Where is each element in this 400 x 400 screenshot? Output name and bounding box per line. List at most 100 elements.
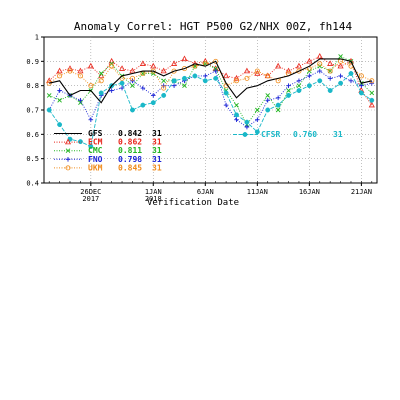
- data-point: [77, 73, 83, 79]
- data-point: [161, 78, 166, 84]
- x-tick-label: 11JAN: [247, 188, 268, 196]
- point-stroke: [182, 83, 187, 88]
- data-point: [234, 117, 239, 123]
- y-tick-label: 0.7: [26, 107, 39, 115]
- legend-name: GFS: [88, 129, 103, 138]
- point-stroke: [338, 54, 343, 59]
- data-point: [317, 61, 323, 67]
- x-tick-label: 16JAN: [299, 188, 320, 196]
- y-tick-label: 0.6: [26, 131, 39, 139]
- legend-name: CMC: [88, 146, 103, 155]
- data-point: [129, 75, 135, 81]
- data-point: [359, 83, 364, 88]
- y-tick-label: 0.9: [26, 58, 39, 66]
- data-point: [327, 68, 333, 74]
- data-point: [77, 139, 83, 145]
- point-stroke: [65, 148, 71, 154]
- data-point: [171, 78, 177, 84]
- data-point: [213, 75, 219, 81]
- series-line: [49, 58, 372, 104]
- data-point: [66, 65, 74, 71]
- data-point: [223, 72, 230, 79]
- x-tick-label: 21JAN: [351, 188, 372, 196]
- data-point: [317, 68, 323, 74]
- x-tick-label: 26DEC: [80, 188, 101, 196]
- legend-item-ukm: UKM 0.845 31: [54, 163, 162, 172]
- series-cfsr: [46, 71, 375, 149]
- point-stroke: [255, 107, 260, 113]
- data-point: [98, 71, 104, 76]
- data-point: [255, 107, 260, 113]
- legend-mean: 0.811: [118, 146, 142, 155]
- legend-mean: 0.845: [118, 163, 142, 172]
- data-point: [338, 80, 344, 86]
- data-point: [286, 83, 291, 88]
- data-point: [244, 75, 250, 81]
- data-point: [337, 62, 344, 69]
- data-point: [244, 119, 250, 125]
- data-point: [285, 67, 292, 74]
- data-point: [358, 90, 364, 96]
- data-point: [338, 73, 343, 79]
- series-ecm: [46, 53, 375, 108]
- data-point: [65, 157, 71, 162]
- data-point: [327, 88, 333, 93]
- data-point: [338, 54, 343, 59]
- data-point: [46, 93, 52, 98]
- data-point: [202, 73, 208, 79]
- data-point: [56, 67, 63, 74]
- data-point: [327, 60, 334, 66]
- data-point: [129, 67, 136, 74]
- legend-item-fno: FNO 0.798 31: [54, 155, 162, 164]
- data-point: [348, 71, 354, 76]
- point-stroke: [296, 83, 302, 88]
- series-gfs: [49, 58, 372, 104]
- y-tick-label: 0.8: [26, 82, 39, 90]
- legend-mean: 0.760: [293, 130, 317, 139]
- data-point: [109, 88, 114, 93]
- data-point: [317, 78, 323, 84]
- legend-count: 31: [152, 155, 162, 164]
- x-axis-label: Verification Date: [147, 198, 239, 208]
- data-point: [254, 68, 260, 74]
- data-point: [213, 58, 219, 64]
- data-point: [139, 60, 146, 66]
- data-point: [234, 78, 240, 84]
- data-point: [202, 78, 208, 84]
- data-point: [98, 78, 104, 84]
- data-point: [223, 90, 229, 96]
- series-line: [49, 55, 373, 126]
- data-point: [98, 72, 105, 79]
- y-tick-label: 0.4: [26, 180, 39, 188]
- point-stroke: [98, 71, 104, 76]
- data-point: [234, 112, 239, 118]
- legend-count: 31: [152, 129, 162, 138]
- data-point: [327, 76, 333, 81]
- data-point: [88, 144, 94, 149]
- data-point: [161, 92, 167, 98]
- point-stroke: [57, 97, 62, 103]
- data-point: [46, 77, 53, 83]
- point-stroke: [234, 102, 239, 108]
- point-stroke: [213, 66, 219, 71]
- legend-count: 31: [333, 130, 343, 139]
- data-point: [57, 88, 62, 93]
- data-point: [67, 68, 73, 74]
- legend-mean: 0.798: [118, 155, 142, 164]
- x-tick-year-label: 2018: [145, 195, 162, 203]
- data-point: [244, 124, 250, 130]
- data-point: [296, 78, 302, 84]
- data-point: [275, 95, 281, 101]
- data-point: [265, 97, 271, 103]
- point-stroke: [275, 107, 281, 113]
- point-stroke: [265, 93, 271, 98]
- data-point: [275, 102, 281, 108]
- data-point: [213, 68, 219, 74]
- data-point: [242, 132, 248, 137]
- data-point: [286, 92, 291, 98]
- data-point: [77, 67, 84, 74]
- data-point: [296, 88, 302, 93]
- data-point: [87, 62, 94, 69]
